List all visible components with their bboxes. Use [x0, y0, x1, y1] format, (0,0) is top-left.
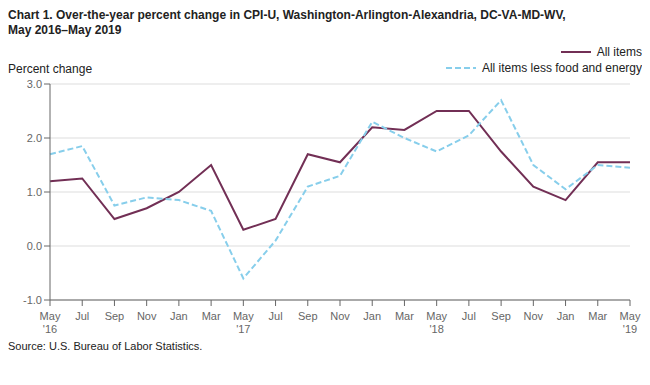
svg-text:Sep: Sep — [491, 310, 511, 322]
svg-text:May'16: May'16 — [40, 310, 61, 335]
svg-text:Mar: Mar — [202, 310, 221, 322]
svg-text:Nov: Nov — [524, 310, 544, 322]
html-text:Source: U.S. Bureau of Labor S: Source: U.S. Bureau of Labor Statistics. — [8, 340, 203, 352]
svg-text:May'18: May'18 — [426, 310, 447, 335]
svg-text:Jan: Jan — [170, 310, 188, 322]
svg-text:Mar: Mar — [588, 310, 607, 322]
svg-text:Jul: Jul — [75, 310, 89, 322]
html-text:All items: All items — [596, 45, 642, 59]
svg-text:Sep: Sep — [298, 310, 318, 322]
svg-text:May'17: May'17 — [233, 310, 254, 335]
svg-text:Jul: Jul — [269, 310, 283, 322]
svg-text:Nov: Nov — [137, 310, 157, 322]
svg-text:Jan: Jan — [363, 310, 381, 322]
svg-text:1.0: 1.0 — [27, 186, 42, 198]
html-text:All items less food and energy: All items less food and energy — [481, 61, 642, 75]
svg-text:Jul: Jul — [462, 310, 476, 322]
svg-text:0.0: 0.0 — [27, 240, 42, 252]
html-text:Percent change: Percent change — [8, 62, 93, 76]
html-text:May 2016–May 2019: May 2016–May 2019 — [8, 23, 122, 37]
svg-text:2.0: 2.0 — [27, 132, 42, 144]
svg-text:May'19: May'19 — [620, 310, 641, 335]
html-text:Chart 1. Over-the-year percent: Chart 1. Over-the-year percent change in… — [8, 8, 566, 22]
svg-text:Nov: Nov — [330, 310, 350, 322]
svg-text:3.0: 3.0 — [27, 78, 42, 90]
svg-text:Mar: Mar — [395, 310, 414, 322]
svg-text:Jan: Jan — [557, 310, 575, 322]
svg-text:Sep: Sep — [105, 310, 125, 322]
svg-text:-1.0: -1.0 — [23, 294, 42, 306]
